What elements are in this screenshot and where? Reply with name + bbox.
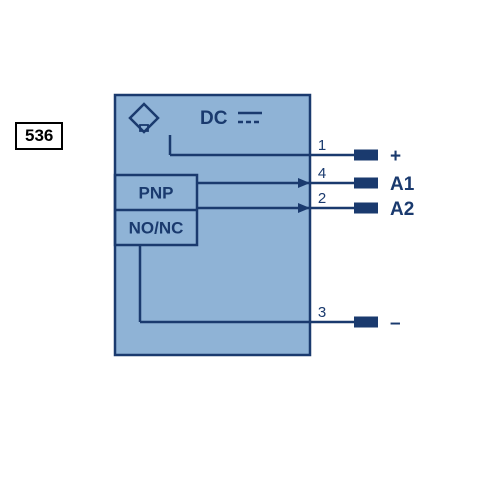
svg-text:1: 1 — [318, 137, 326, 154]
svg-text:A1: A1 — [390, 174, 415, 195]
svg-text:PNP: PNP — [139, 184, 174, 203]
svg-text:DC: DC — [200, 108, 228, 129]
diagram-svg: DC PNP NO/NC 1 +4 A1 2 A2 3 – — [0, 0, 500, 500]
svg-text:+: + — [390, 146, 401, 167]
svg-text:NO/NC: NO/NC — [129, 219, 184, 238]
svg-text:3: 3 — [318, 304, 326, 321]
svg-text:A2: A2 — [390, 199, 414, 220]
diagram-code: 536 — [25, 126, 53, 145]
diagram-code-box: 536 — [15, 122, 63, 150]
svg-text:4: 4 — [318, 165, 326, 182]
svg-text:–: – — [390, 313, 401, 334]
svg-text:2: 2 — [318, 190, 326, 207]
wiring-diagram: 536 DC PNP NO/NC 1 +4 A1 2 A2 3 – — [0, 0, 500, 500]
